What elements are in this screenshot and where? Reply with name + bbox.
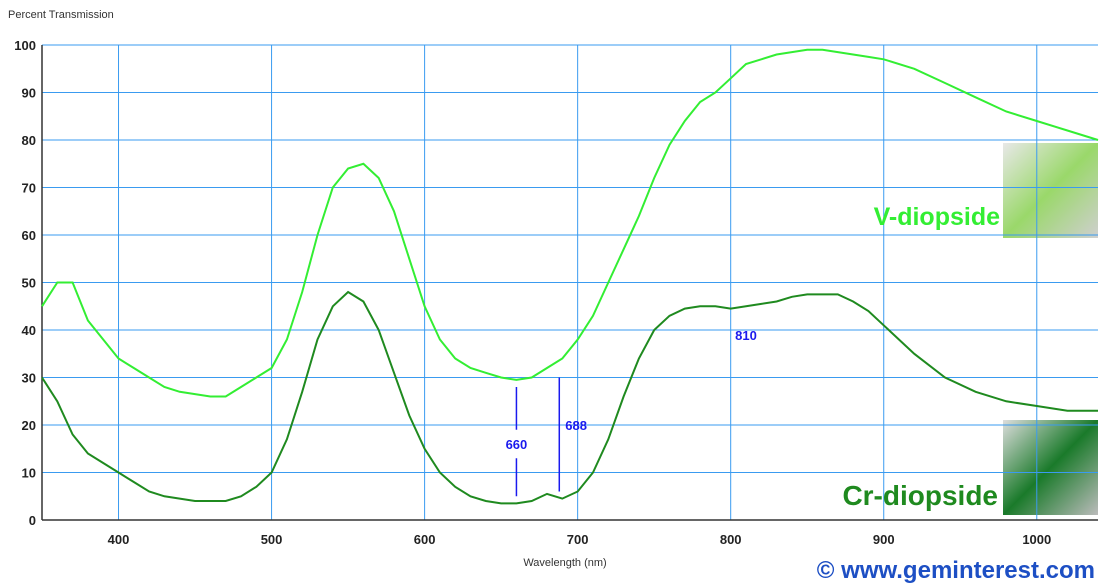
- y-tick-label: 70: [22, 181, 36, 196]
- y-tick-label: 10: [22, 466, 36, 481]
- y-tick-label: 0: [29, 513, 36, 528]
- y-tick-label: 100: [14, 38, 36, 53]
- annotation-label: 810: [735, 328, 757, 343]
- x-tick-label: 600: [414, 532, 436, 547]
- x-tick-label: 700: [567, 532, 589, 547]
- y-tick-label: 80: [22, 133, 36, 148]
- y-axis-label: Percent Transmission: [8, 9, 114, 21]
- photo: [1003, 143, 1098, 238]
- photo: [1003, 420, 1098, 515]
- x-tick-label: 800: [720, 532, 742, 547]
- y-tick-label: 50: [22, 276, 36, 291]
- y-tick-label: 30: [22, 371, 36, 386]
- series-line: [41, 290, 1098, 505]
- y-tick-label: 60: [22, 228, 36, 243]
- series-line: [41, 48, 1099, 398]
- credit: © www.geminterest.com: [817, 557, 1095, 584]
- y-tick-label: 90: [22, 86, 36, 101]
- x-tick-label: 400: [108, 532, 130, 547]
- x-tick-label: 900: [873, 532, 895, 547]
- series-label: V-diopside: [874, 203, 1001, 231]
- x-tick-label: 500: [261, 532, 283, 547]
- x-axis-label: Wavelength (nm): [523, 557, 606, 569]
- y-tick-label: 40: [22, 323, 36, 338]
- y-tick-label: 20: [22, 418, 36, 433]
- series-label: Cr-diopside: [842, 480, 998, 511]
- x-tick-label: 1000: [1022, 532, 1051, 547]
- annotation-label: 660: [506, 437, 528, 452]
- annotation-label: 688: [565, 418, 587, 433]
